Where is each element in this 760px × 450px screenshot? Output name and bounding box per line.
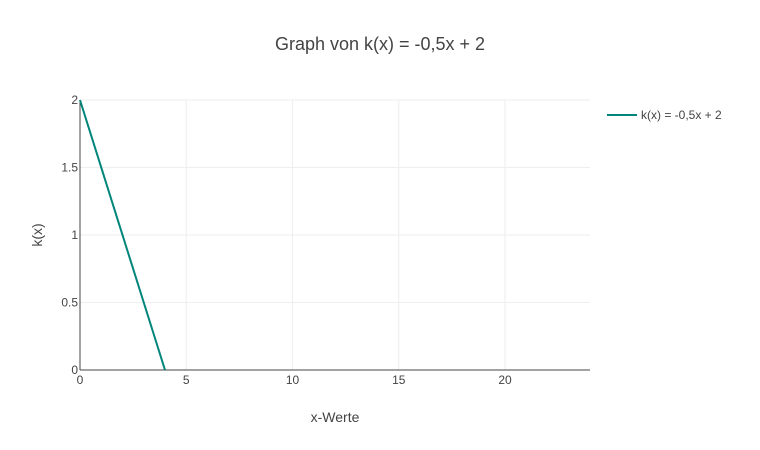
x-tick-label: 15 (392, 373, 406, 387)
grid-lines (80, 99, 590, 370)
series-layer (79, 99, 166, 371)
y-tick-label: 0 (71, 363, 78, 377)
chart-title: Graph von k(x) = -0,5x + 2 (275, 34, 485, 54)
y-tick-label: 1 (71, 228, 78, 242)
x-tick-labels: 0 5 10 15 20 (77, 373, 512, 387)
y-tick-label: 0.5 (61, 296, 78, 310)
y-axis-title: k(x) (29, 223, 45, 246)
x-tick-label: 0 (77, 373, 84, 387)
y-tick-label: 1.5 (61, 161, 78, 175)
series-line (79, 99, 166, 371)
x-axis-title: x-Werte (311, 409, 360, 425)
legend[interactable]: k(x) = -0,5x + 2 (607, 108, 722, 122)
legend-entry-label: k(x) = -0,5x + 2 (641, 108, 722, 122)
y-tick-label: 2 (71, 93, 78, 107)
x-tick-label: 5 (183, 373, 190, 387)
x-tick-label: 10 (286, 373, 300, 387)
x-tick-label: 20 (498, 373, 512, 387)
y-tick-labels: 0 0.5 1 1.5 2 (61, 93, 78, 377)
